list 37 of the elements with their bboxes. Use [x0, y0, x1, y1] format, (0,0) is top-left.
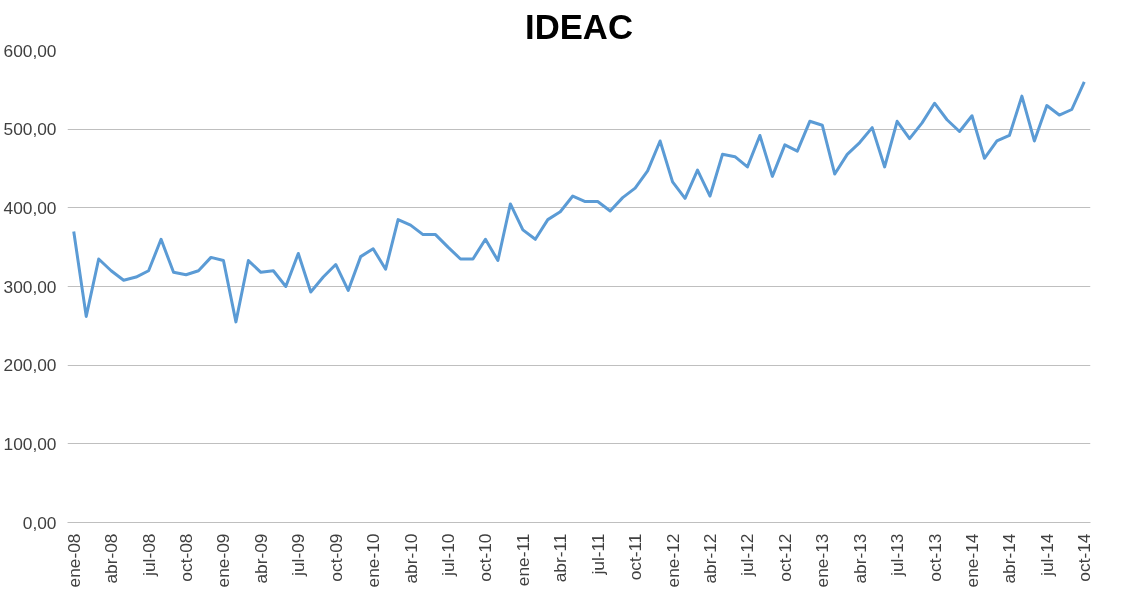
x-tick-label: ene-14 — [961, 533, 982, 588]
x-tick-label: jul-12 — [737, 533, 758, 577]
x-tick-label: ene-09 — [213, 533, 234, 588]
x-tick-label: jul-11 — [587, 533, 608, 576]
x-tick-label: oct-14 — [1074, 533, 1095, 582]
x-tick-label: ene-11 — [512, 533, 533, 587]
x-tick-label: jul-13 — [887, 533, 908, 577]
x-tick-label: ene-08 — [63, 533, 84, 588]
x-tick-label: oct-13 — [924, 533, 945, 582]
y-tick-label: 200,00 — [3, 355, 57, 376]
x-tick-label: ene-10 — [363, 533, 384, 588]
chart-title: IDEAC — [525, 7, 633, 46]
x-tick-label: abr-14 — [999, 533, 1020, 584]
x-tick-label: jul-10 — [438, 533, 459, 577]
line-series — [72, 80, 1086, 324]
x-tick-label: abr-08 — [101, 533, 122, 584]
x-tick-label: ene-13 — [812, 533, 833, 588]
x-tick-label: oct-09 — [325, 533, 346, 582]
x-tick-label: jul-08 — [138, 533, 159, 577]
x-tick-label: abr-12 — [699, 533, 720, 584]
x-tick-label: abr-13 — [849, 533, 870, 584]
y-tick-label: 0,00 — [22, 512, 57, 533]
y-tick-label: 300,00 — [3, 276, 57, 297]
x-tick-label: abr-09 — [250, 533, 271, 584]
y-tick-label: 600,00 — [3, 40, 57, 61]
x-tick-label: oct-12 — [774, 533, 795, 582]
x-tick-label: jul-09 — [288, 533, 309, 577]
y-tick-label: 400,00 — [3, 197, 57, 218]
y-tick-label: 100,00 — [3, 433, 57, 454]
x-tick-label: oct-08 — [176, 533, 197, 582]
x-tick-label: abr-11 — [550, 533, 571, 583]
y-tick-label: 500,00 — [3, 119, 57, 140]
x-tick-label: oct-10 — [475, 533, 496, 582]
x-tick-label: jul-14 — [1036, 533, 1057, 577]
x-tick-label: abr-10 — [400, 533, 421, 584]
x-tick-label: oct-11 — [625, 533, 646, 581]
x-tick-label: ene-12 — [662, 533, 683, 588]
